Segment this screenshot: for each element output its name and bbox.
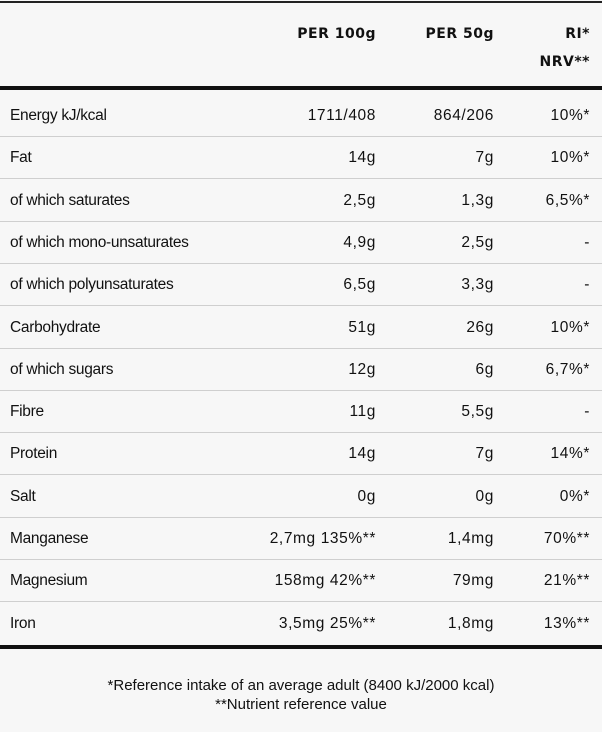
nutrient-value: 0g xyxy=(475,487,494,505)
nutrient-label: Energy kJ/kcal xyxy=(10,107,107,124)
table-row: Magnesium 158mg 42%** 79mg 21%** xyxy=(0,560,602,603)
nutrient-value: - xyxy=(584,403,590,421)
nutrient-value: 0%* xyxy=(559,487,590,505)
nutrient-value: 1711/408 xyxy=(307,107,376,124)
nutrient-value: 6g xyxy=(475,360,494,378)
nutrient-label: Magnesium xyxy=(10,572,88,590)
nutrient-label: Carbohydrate xyxy=(10,318,101,336)
column-header: NRV** xyxy=(539,54,590,70)
bottom-rule xyxy=(0,645,602,649)
nutrient-value: 12g xyxy=(348,360,376,378)
nutrient-value: 21%** xyxy=(543,572,590,590)
nutrient-value: 79mg xyxy=(452,572,494,590)
nutrient-value: 2,5g xyxy=(461,233,494,251)
table-row: of which mono-unsaturates 4,9g 2,5g - xyxy=(0,222,602,264)
nutrient-value: - xyxy=(584,233,590,251)
footnote: *Reference intake of an average adult (8… xyxy=(107,677,495,694)
column-header: PER 100g xyxy=(297,26,376,42)
nutrient-value: 3,3g xyxy=(461,276,494,294)
nutrient-value: 6,5%* xyxy=(545,191,590,209)
nutrient-value: 4,9g xyxy=(343,233,376,251)
nutrient-label: of which mono-unsaturates xyxy=(10,233,189,251)
column-header: PER 50g xyxy=(425,26,494,42)
nutrient-value: 1,3g xyxy=(461,191,494,209)
table-row: Fibre 11g 5,5g - xyxy=(0,391,602,434)
table-row: Salt 0g 0g 0%* xyxy=(0,476,602,518)
nutrient-label: Manganese xyxy=(10,530,89,547)
nutrient-value: 2,5g xyxy=(343,191,376,209)
nutrient-label: Fibre xyxy=(10,403,44,421)
nutrient-value: 6,7%* xyxy=(545,360,590,378)
column-header: RI* xyxy=(565,26,590,42)
nutrient-value: 70%** xyxy=(543,530,590,547)
header-rule xyxy=(0,86,602,90)
table-row: of which polyunsaturates 6,5g 3,3g - xyxy=(0,264,602,307)
nutrient-value: 0g xyxy=(357,487,376,505)
nutrient-label: Fat xyxy=(10,149,32,167)
nutrient-value: 3,5mg 25%** xyxy=(278,614,376,632)
nutrient-value: 7g xyxy=(475,149,494,167)
nutrient-value: 10%* xyxy=(550,149,590,167)
top-rule xyxy=(0,1,602,3)
nutrient-value: - xyxy=(584,276,590,294)
table-row: Carbohydrate 51g 26g 10%* xyxy=(0,307,602,349)
nutrient-value: 2,7mg 135%** xyxy=(269,530,376,547)
nutrient-value: 10%* xyxy=(550,318,590,336)
table-row: Protein 14g 7g 14%* xyxy=(0,433,602,476)
nutrient-value: 864/206 xyxy=(433,107,494,124)
nutrient-value: 10%* xyxy=(550,107,590,124)
table-row: Energy kJ/kcal 1711/408 864/206 10%* xyxy=(0,95,602,137)
nutrient-label: Salt xyxy=(10,487,36,505)
table-row: Fat 14g 7g 10%* xyxy=(0,137,602,180)
nutrient-value: 1,4mg xyxy=(447,530,494,547)
table-row: of which saturates 2,5g 1,3g 6,5%* xyxy=(0,180,602,222)
table-row: of which sugars 12g 6g 6,7%* xyxy=(0,349,602,391)
nutrient-value: 1,8mg xyxy=(447,614,494,632)
table-row: Iron 3,5mg 25%** 1,8mg 13%** xyxy=(0,603,602,645)
nutrient-label: Protein xyxy=(10,445,58,463)
nutrient-value: 6,5g xyxy=(343,276,376,294)
nutrient-label: of which sugars xyxy=(10,360,114,378)
nutrient-value: 14g xyxy=(348,445,376,463)
nutrient-value: 51g xyxy=(348,318,376,336)
nutrient-value: 7g xyxy=(475,445,494,463)
footnote: **Nutrient reference value xyxy=(215,696,387,713)
nutrient-label: Iron xyxy=(10,614,36,632)
nutrient-label: of which polyunsaturates xyxy=(10,276,174,294)
nutrient-value: 5,5g xyxy=(461,403,494,421)
nutrient-value: 11g xyxy=(349,403,376,421)
nutrient-label: of which saturates xyxy=(10,191,130,209)
nutrient-value: 158mg 42%** xyxy=(274,572,376,590)
table-row: Manganese 2,7mg 135%** 1,4mg 70%** xyxy=(0,518,602,560)
nutrient-value: 26g xyxy=(466,318,494,336)
nutrient-value: 14g xyxy=(348,149,376,167)
nutrient-value: 14%* xyxy=(550,445,590,463)
nutrient-value: 13%** xyxy=(543,614,590,632)
